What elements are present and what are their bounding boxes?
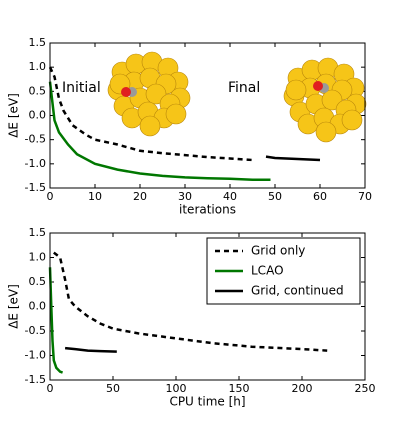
x-tick-label: 250 bbox=[355, 382, 376, 395]
x-tick-label: 10 bbox=[88, 190, 102, 203]
x-tick-label: 60 bbox=[313, 190, 327, 203]
x-tick-label: 70 bbox=[358, 190, 372, 203]
x-axis-label: CPU time [h] bbox=[169, 395, 245, 409]
atom bbox=[341, 109, 363, 131]
y-tick-label: -1.5 bbox=[25, 373, 46, 386]
y-tick-label: 0.5 bbox=[29, 84, 47, 97]
y-tick-label: -1.0 bbox=[25, 349, 46, 362]
atom bbox=[315, 121, 337, 143]
y-tick-label: 0.5 bbox=[29, 275, 47, 288]
y-tick-label: 1.5 bbox=[29, 36, 47, 49]
y-tick-label: -0.5 bbox=[25, 324, 46, 337]
y-tick-label: 0.0 bbox=[29, 300, 47, 313]
y-tick-label: -1.0 bbox=[25, 157, 46, 170]
x-tick-label: 50 bbox=[106, 382, 120, 395]
y-tick-label: 0.0 bbox=[29, 109, 47, 122]
x-tick-label: 200 bbox=[292, 382, 313, 395]
y-tick-label: 1.0 bbox=[29, 251, 47, 264]
series-line bbox=[48, 81, 271, 182]
legend-label: LCAO bbox=[251, 264, 284, 278]
atom-red bbox=[121, 87, 131, 97]
cluster-image bbox=[283, 57, 367, 143]
y-tick-label: -1.5 bbox=[25, 181, 46, 194]
x-axis-label: iterations bbox=[179, 203, 236, 217]
series-line bbox=[48, 66, 253, 162]
y-axis-label: ΔE [eV] bbox=[7, 93, 21, 138]
legend-label: Grid, continued bbox=[251, 284, 344, 298]
series-line bbox=[64, 346, 117, 353]
x-tick-label: 50 bbox=[268, 190, 282, 203]
x-tick-label: 100 bbox=[166, 382, 187, 395]
atom-red bbox=[313, 81, 323, 91]
cluster-image bbox=[107, 51, 191, 137]
series-line bbox=[265, 155, 321, 162]
atom bbox=[285, 79, 307, 101]
annotation: Final bbox=[228, 80, 260, 96]
series-line bbox=[48, 267, 64, 374]
series-line bbox=[53, 251, 328, 352]
x-tick-label: 0 bbox=[47, 382, 54, 395]
atom bbox=[165, 103, 187, 125]
y-axis-label: ΔE [eV] bbox=[7, 284, 21, 329]
y-tick-label: 1.0 bbox=[29, 60, 47, 73]
x-tick-label: 40 bbox=[223, 190, 237, 203]
y-tick-label: 1.5 bbox=[29, 226, 47, 239]
y-tick-label: -0.5 bbox=[25, 133, 46, 146]
x-tick-label: 20 bbox=[133, 190, 147, 203]
x-tick-label: 150 bbox=[229, 382, 250, 395]
plot-frame bbox=[49, 42, 366, 189]
atom bbox=[139, 115, 161, 137]
annotation: Initial bbox=[62, 80, 101, 96]
x-tick-label: 30 bbox=[178, 190, 192, 203]
plot-frame bbox=[49, 232, 366, 381]
x-tick-label: 0 bbox=[47, 190, 54, 203]
legend-label: Grid only bbox=[251, 244, 305, 258]
